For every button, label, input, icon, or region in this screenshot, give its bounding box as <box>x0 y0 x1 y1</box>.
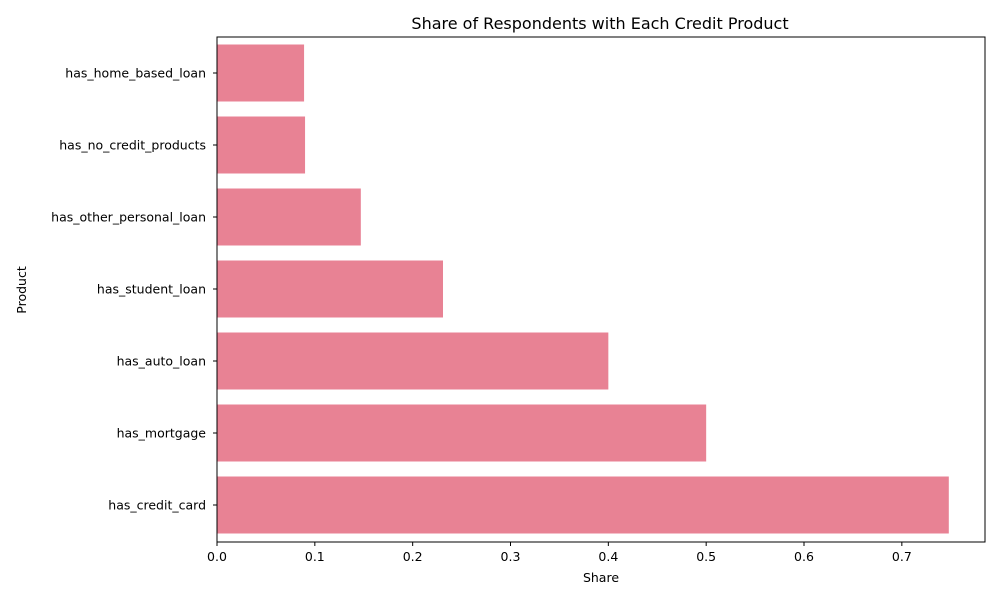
x-tick-label: 0.6 <box>794 549 814 564</box>
x-tick-label: 0.3 <box>501 549 521 564</box>
y-axis-label: Product <box>14 266 29 314</box>
x-tick-label: 0.4 <box>598 549 618 564</box>
x-ticks-group: 0.0 0.1 0.2 0.3 0.4 0.5 0.6 0.7 <box>207 542 912 564</box>
y-tick-label: has_home_based_loan <box>65 66 206 81</box>
bar-has_home_based_loan <box>217 44 305 102</box>
bar-has_mortgage <box>217 404 707 462</box>
bar-has_auto_loan <box>217 332 609 390</box>
y-tick-label: has_no_credit_products <box>59 138 206 153</box>
y-tick-label: has_other_personal_loan <box>51 210 206 225</box>
bar-has_other_personal_loan <box>217 188 361 246</box>
x-tick-label: 0.0 <box>207 549 227 564</box>
bars-group <box>217 44 949 534</box>
bar-has_student_loan <box>217 260 443 318</box>
y-ticks-group: has_home_based_loan has_no_credit_product… <box>51 66 217 513</box>
x-tick-label: 0.7 <box>892 549 912 564</box>
y-tick-label: has_auto_loan <box>117 354 206 369</box>
y-tick-label: has_mortgage <box>117 426 207 441</box>
bar-has_no_credit_products <box>217 116 306 174</box>
bar-has_credit_card <box>217 476 949 534</box>
x-tick-label: 0.1 <box>305 549 325 564</box>
chart-title: Share of Respondents with Each Credit Pr… <box>411 14 788 33</box>
x-tick-label: 0.5 <box>696 549 716 564</box>
x-tick-label: 0.2 <box>403 549 423 564</box>
x-axis-label: Share <box>583 570 619 585</box>
plot-frame <box>216 36 986 543</box>
y-tick-label: has_student_loan <box>97 282 206 297</box>
y-tick-label: has_credit_card <box>108 498 206 513</box>
